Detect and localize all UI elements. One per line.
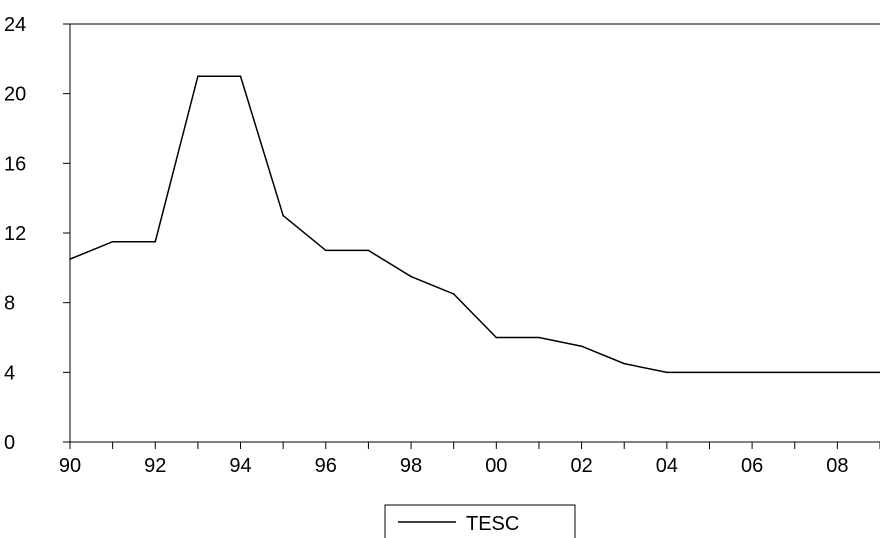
x-tick-label: 90	[59, 455, 81, 477]
data-point	[154, 240, 157, 243]
data-point	[324, 249, 327, 252]
data-point	[452, 293, 455, 295]
y-tick-label: 8	[4, 293, 15, 315]
data-point	[197, 75, 199, 78]
x-tick-label: 06	[741, 455, 763, 477]
x-tick-label: 02	[570, 455, 592, 477]
data-point	[751, 371, 753, 374]
y-tick-label: 0	[4, 432, 15, 454]
x-axis: 90 92 94 96 98 00 02 04 06 08	[59, 442, 880, 477]
y-axis: 0 4 8 12 16 20 24	[4, 14, 70, 454]
data-point	[793, 371, 796, 374]
data-point	[282, 214, 284, 217]
legend: TESC	[384, 504, 576, 538]
data-point	[367, 249, 370, 252]
x-tick-label: 04	[656, 455, 678, 477]
x-tick-label: 00	[485, 455, 507, 477]
data-point	[538, 336, 540, 339]
data-point	[580, 345, 583, 348]
data-point	[239, 75, 242, 78]
data-point	[836, 371, 839, 374]
legend-label-tesc: TESC	[466, 513, 519, 535]
x-tick-label: 98	[400, 455, 422, 477]
x-tick-label: 08	[826, 455, 848, 477]
series-line-tesc	[69, 75, 880, 374]
y-tick-label: 12	[4, 223, 26, 245]
data-point	[666, 371, 668, 374]
data-point	[69, 258, 71, 260]
y-tick-label: 20	[4, 84, 26, 106]
x-tick-label: 96	[315, 455, 337, 477]
plot-frame	[69, 23, 880, 443]
data-point	[623, 362, 626, 365]
x-tick-label: 92	[144, 455, 166, 477]
y-tick-label: 24	[4, 14, 26, 36]
y-tick-label: 4	[4, 362, 15, 384]
data-point	[410, 275, 412, 278]
data-point	[495, 336, 498, 339]
series-layer	[69, 75, 880, 374]
x-tick-label: 94	[229, 455, 251, 477]
data-point	[111, 240, 114, 243]
y-tick-label: 16	[4, 153, 26, 175]
data-point	[708, 371, 711, 374]
